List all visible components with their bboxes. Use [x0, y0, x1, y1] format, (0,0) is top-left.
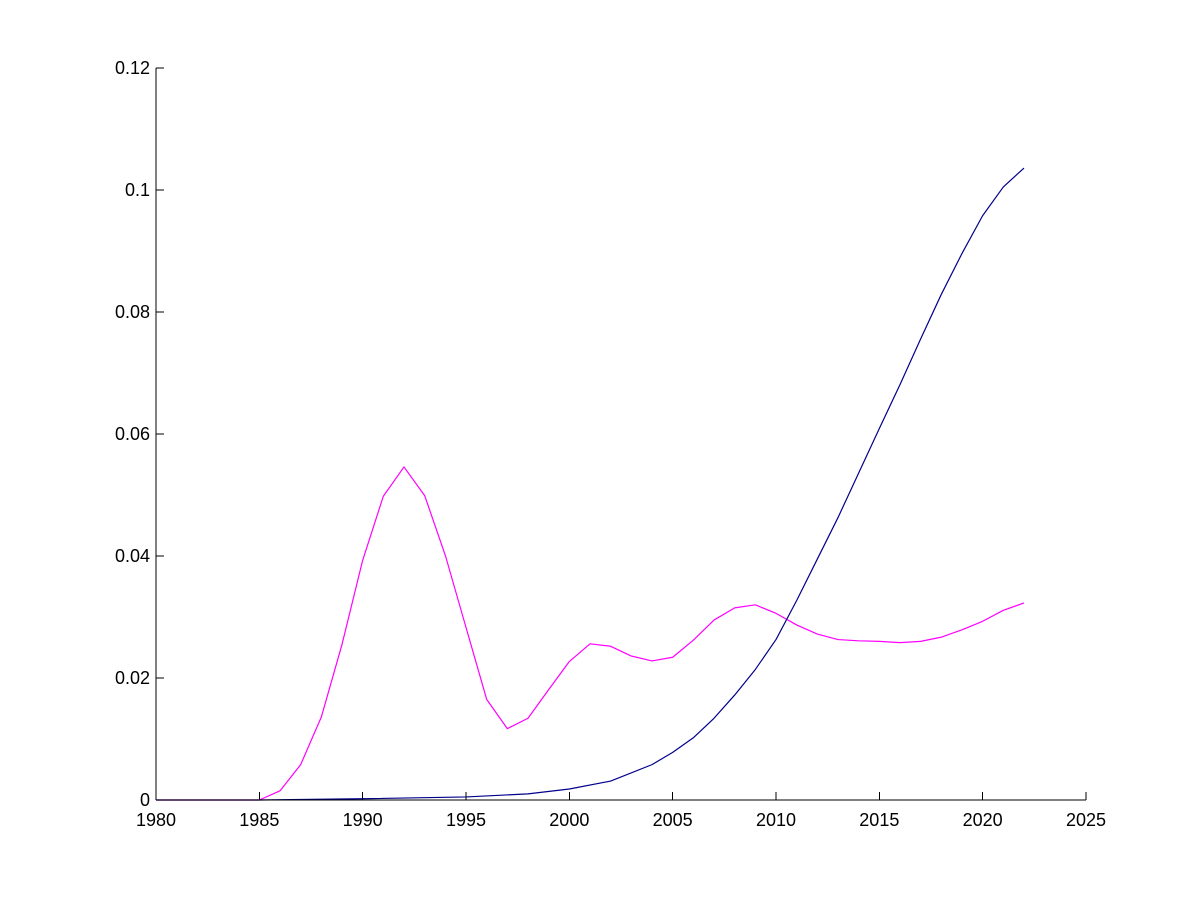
- x-tick-label: 1985: [239, 810, 279, 830]
- x-tick-label: 2005: [653, 810, 693, 830]
- y-tick-label: 0.06: [115, 424, 150, 444]
- y-tick-label: 0: [140, 790, 150, 810]
- x-tick-label: 2025: [1066, 810, 1106, 830]
- axes-layer: 1980 1985 1990 1995 2000 2005 2010 2015 2020 2025…: [115, 58, 1106, 830]
- x-tick-label: 2000: [549, 810, 589, 830]
- y-tick-label: 0.1: [125, 180, 150, 200]
- x-tick-label: 2015: [859, 810, 899, 830]
- y-tick-label: 0.04: [115, 546, 150, 566]
- x-tick-label: 1980: [136, 810, 176, 830]
- y-tick-label: 0.08: [115, 302, 150, 322]
- x-tick-label: 2020: [963, 810, 1003, 830]
- y-tick-label: 0.02: [115, 668, 150, 688]
- y-tick-label: 0.12: [115, 58, 150, 78]
- x-tick-label: 1995: [446, 810, 486, 830]
- x-tick-label: 1990: [343, 810, 383, 830]
- x-tick-label: 2010: [756, 810, 796, 830]
- series-line-1: [156, 466, 1025, 801]
- series-line-2: [156, 167, 1025, 801]
- series-layer: [156, 167, 1025, 801]
